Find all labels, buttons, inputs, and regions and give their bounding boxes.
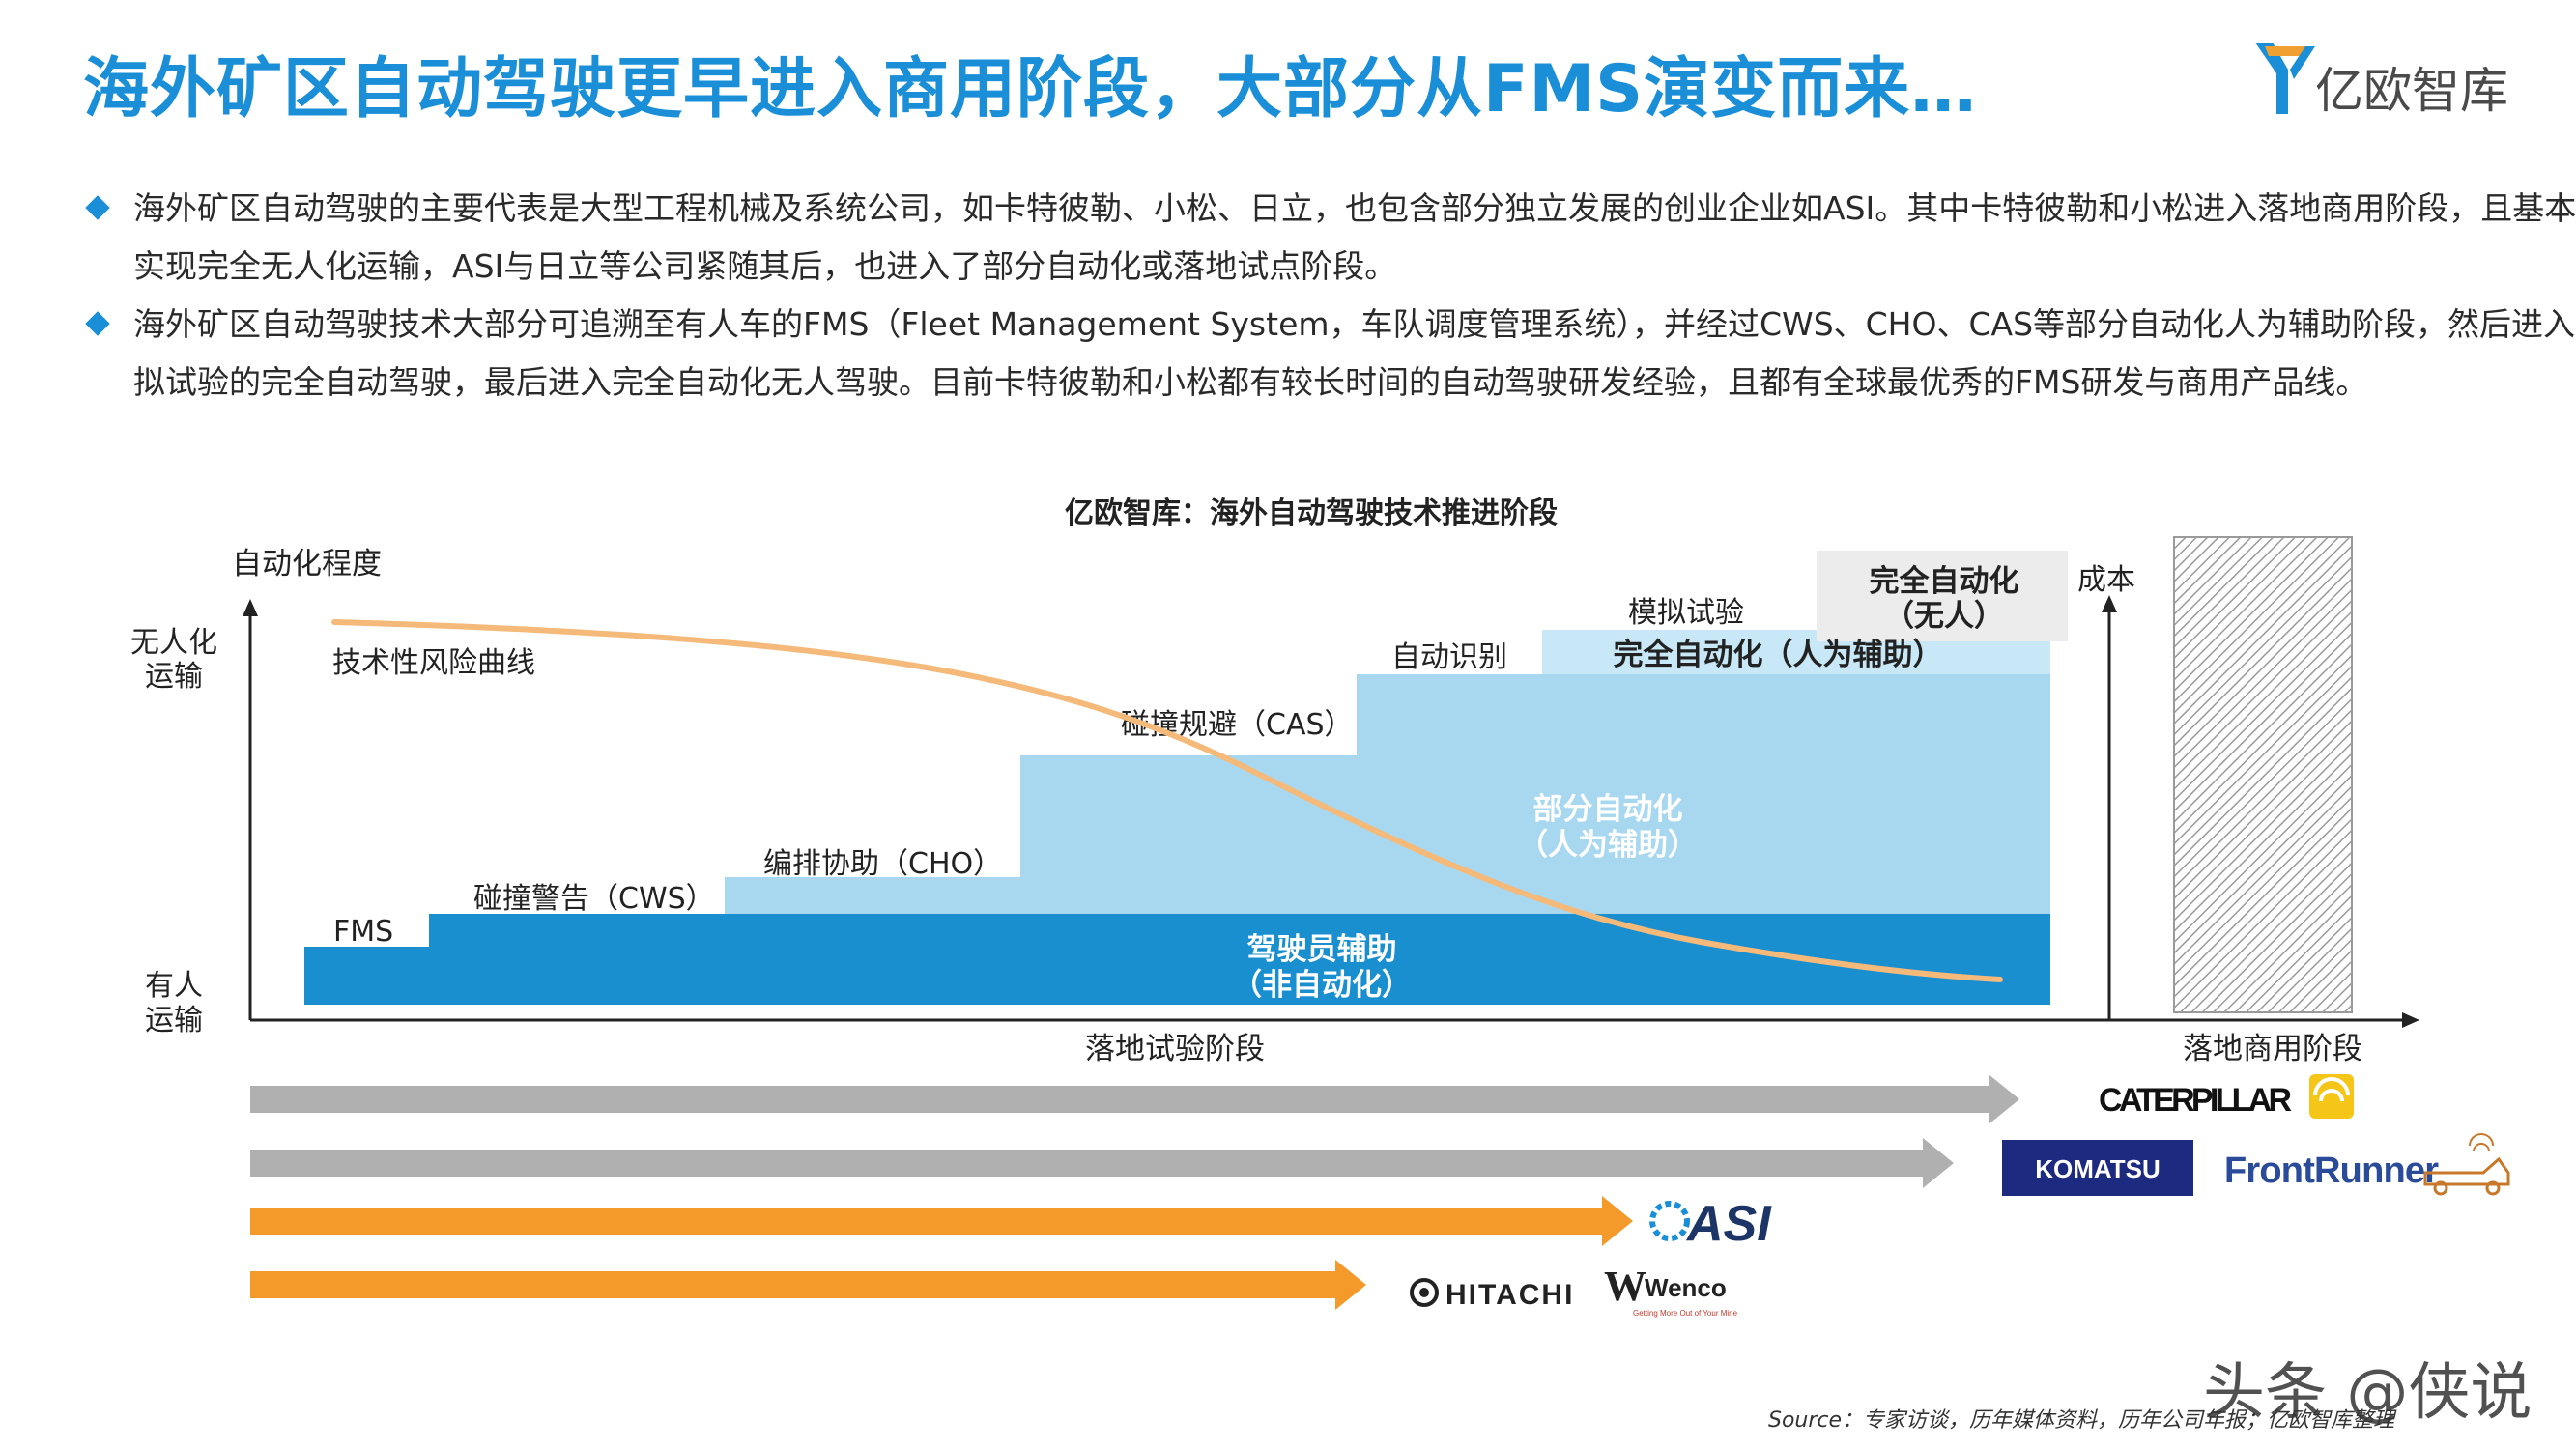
frontrunner-text: FrontRunner — [2224, 1151, 2439, 1191]
risk-curve-label: 技术性风险曲线 — [332, 646, 535, 680]
y-top-label-line1: 无人化 — [130, 626, 217, 660]
partial-auto-label-2: （人为辅助） — [1518, 828, 1698, 863]
cost-axis-arrow — [2102, 595, 2117, 612]
y-top-label-line2: 运输 — [145, 660, 203, 694]
bullet-1-text: 海外矿区自动驾驶的主要代表是大型工程机械及系统公司，如卡特彼勒、小松、日立，也包… — [133, 189, 2576, 285]
bullet-2-text: 海外矿区自动驾驶技术大部分可追溯至有人车的FMS（Fleet Managemen… — [133, 305, 2576, 401]
driver-assist-label-1: 驾驶员辅助 — [1247, 932, 1397, 967]
brand-mark-icon — [2255, 43, 2315, 114]
bullet-1: 海外矿区自动驾驶的主要代表是大型工程机械及系统公司，如卡特彼勒、小松、日立，也包… — [85, 180, 2576, 296]
driver-assist-band — [304, 914, 2050, 1005]
x-axis-arrow — [2402, 1012, 2419, 1028]
step-cas: 碰撞规避（CAS） — [1121, 708, 1354, 742]
hitachi-logo: HITACHI — [1410, 1278, 1574, 1311]
asi-text: ASI — [1685, 1196, 1772, 1252]
driver-assist-label-2: （非自动化） — [1232, 968, 1412, 1003]
source-note: Source：专家访谈，历年媒体资料，历年公司年报；亿欧智库整理 — [1768, 1408, 2395, 1433]
caterpillar-logo: CATERPILLAR — [2099, 1074, 2354, 1119]
full-auto-assisted-label: 完全自动化（人为辅助） — [1614, 638, 1943, 672]
bullet-2: 海外矿区自动驾驶技术大部分可追溯至有人车的FMS（Fleet Managemen… — [85, 296, 2576, 412]
truck-icon — [2423, 1156, 2510, 1186]
y-axis-label: 自动化程度 — [232, 547, 382, 582]
brand-logo — [2255, 43, 2315, 114]
caterpillar-arrow — [250, 1074, 2019, 1124]
diagram-title: 亿欧智库：海外自动驾驶技术推进阶段 — [1065, 497, 1558, 530]
watermark: 头条 @侠说 — [2203, 1357, 2533, 1429]
frontrunner-logo: FrontRunner — [2224, 1133, 2510, 1196]
y-axis-arrow — [243, 599, 258, 616]
komatsu-logo: KOMATSU — [2002, 1140, 2193, 1196]
asi-logo: ASI — [1649, 1196, 1772, 1252]
x-label-trial: 落地试验阶段 — [1085, 1032, 1265, 1066]
wenco-tagline: Getting More Out of Your Mine — [1633, 1309, 1738, 1318]
cost-label: 成本 — [2077, 563, 2135, 597]
partial-auto-label-1: 部分自动化 — [1533, 792, 1683, 827]
partial-automation-band — [429, 630, 2050, 916]
komatsu-text: KOMATSU — [2035, 1154, 2161, 1183]
wenco-mark: W — [1604, 1263, 1646, 1310]
brand-name: 亿欧智库 — [2315, 63, 2508, 119]
x-label-commercial: 落地商用阶段 — [2183, 1032, 2362, 1066]
caterpillar-text: CATERPILLAR — [2099, 1082, 2292, 1119]
step-auto-recog: 自动识别 — [1391, 640, 1507, 674]
step-cho: 编排协助（CHO） — [763, 847, 1002, 881]
komatsu-arrow — [250, 1138, 1954, 1188]
y-bottom-label-line2: 运输 — [145, 1004, 203, 1037]
risk-curve — [331, 619, 2003, 982]
commercial-zone — [2173, 536, 2353, 1013]
wenco-logo: W Wenco Getting More Out of Your Mine — [1604, 1263, 1738, 1318]
step-cws: 碰撞警告（CWS） — [473, 882, 715, 916]
full-auto-unmanned-band — [1817, 551, 2068, 641]
hitachi-text: HITACHI — [1445, 1279, 1574, 1311]
wenco-text: Wenco — [1645, 1273, 1727, 1302]
asi-gear-icon — [1649, 1201, 1690, 1241]
full-auto-unmanned-label-1: 完全自动化 — [1870, 564, 2019, 599]
step-fms: FMS — [333, 915, 393, 949]
hitachi-arrow — [250, 1260, 1366, 1310]
step-sim-test: 模拟试验 — [1628, 596, 1744, 630]
y-bottom-label-line1: 有人 — [145, 969, 203, 1003]
hitachi-mark-icon — [1410, 1278, 1439, 1307]
page-title: 海外矿区自动驾驶更早进入商用阶段，大部分从FMS演变而来… — [83, 51, 1978, 128]
asi-arrow — [250, 1196, 1633, 1246]
full-auto-unmanned-label-2: （无人） — [1884, 599, 2004, 634]
